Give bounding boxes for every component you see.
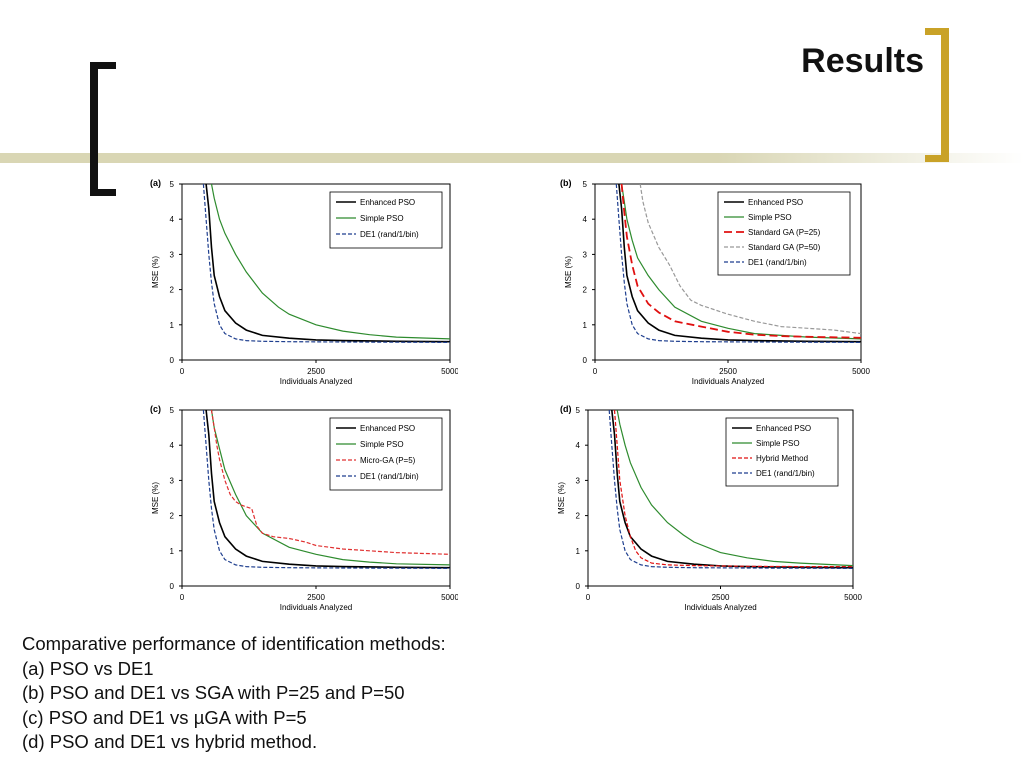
y-tick-label: 3 [576, 476, 581, 485]
series-line [616, 410, 853, 567]
chart-panel-b: (b) 0 1 2 3 4 5 0 2500 5000 Individuals Analyzed MS… [560, 178, 870, 386]
x-axis-label: Individuals Analyzed [692, 377, 765, 386]
y-tick-label: 1 [576, 547, 581, 556]
x-tick-label: 2500 [307, 367, 325, 376]
legend-entry-label: DE1 (rand/1/bin) [360, 230, 419, 239]
chart-panel-a: (a) 0 1 2 3 4 5 0 2500 5000 Individuals Analyzed MS… [150, 178, 458, 386]
panel-label: (a) [150, 178, 161, 188]
chart-panel-d: (d) 0 1 2 3 4 5 0 2500 5000 Individuals Analyzed MS… [557, 404, 862, 612]
caption-line: Comparative performance of identificatio… [22, 633, 446, 654]
x-tick-label: 2500 [719, 367, 737, 376]
y-tick-label: 4 [583, 215, 588, 224]
series-line [210, 184, 450, 340]
legend-entry-label: Micro-GA (P=5) [360, 456, 416, 465]
y-axis-label: MSE (%) [557, 482, 566, 514]
left-bracket-decoration [90, 62, 116, 196]
y-tick-label: 0 [576, 582, 581, 591]
legend-entry-label: Enhanced PSO [756, 424, 811, 433]
right-bracket-decoration [925, 28, 949, 162]
x-tick-label: 0 [180, 367, 185, 376]
y-axis-label: MSE (%) [151, 256, 160, 288]
decorative-band [0, 153, 1024, 163]
legend-entry-label: Enhanced PSO [360, 424, 415, 433]
x-tick-label: 5000 [441, 593, 458, 602]
x-tick-label: 0 [586, 593, 591, 602]
y-tick-label: 1 [170, 547, 175, 556]
y-tick-label: 2 [576, 512, 581, 521]
series-line [205, 184, 450, 343]
legend-entry-label: Simple PSO [360, 214, 404, 223]
series-line [613, 410, 853, 568]
x-tick-label: 0 [593, 367, 598, 376]
y-tick-label: 0 [583, 356, 588, 365]
x-tick-label: 5000 [852, 367, 870, 376]
y-tick-label: 3 [583, 250, 588, 259]
x-axis-label: Individuals Analyzed [280, 377, 353, 386]
y-tick-label: 4 [576, 441, 581, 450]
series-line [639, 184, 861, 335]
caption-line: (b) PSO and DE1 vs SGA with P=25 and P=5… [22, 682, 405, 703]
legend-box [329, 417, 443, 491]
x-tick-label: 5000 [441, 367, 458, 376]
y-tick-label: 0 [170, 582, 175, 591]
y-tick-label: 2 [170, 512, 175, 521]
series-line [620, 184, 861, 339]
series-line [202, 410, 450, 569]
y-tick-label: 4 [170, 441, 175, 450]
y-tick-label: 3 [170, 250, 175, 259]
legend-entry-label: Simple PSO [360, 440, 404, 449]
y-tick-label: 5 [576, 406, 581, 415]
series-line [621, 184, 861, 340]
x-axis-label: Individuals Analyzed [280, 603, 353, 612]
y-tick-label: 5 [170, 180, 175, 189]
y-axis-label: MSE (%) [151, 482, 160, 514]
legend-entry-label: Simple PSO [756, 439, 800, 448]
series-line [618, 184, 861, 343]
x-tick-label: 0 [180, 593, 185, 602]
legend-entry-label: DE1 (rand/1/bin) [756, 469, 815, 478]
legend-box [717, 191, 851, 276]
y-tick-label: 3 [170, 476, 175, 485]
series-line [202, 184, 450, 343]
y-tick-label: 2 [170, 286, 175, 295]
legend-entry-label: Enhanced PSO [360, 198, 415, 207]
series-line [608, 410, 853, 569]
series-line [205, 410, 450, 569]
panel-label: (d) [560, 404, 572, 414]
figure-caption: Comparative performance of identificatio… [22, 632, 446, 755]
y-tick-label: 4 [170, 215, 175, 224]
slide-title: Results [801, 42, 924, 80]
x-tick-label: 2500 [307, 593, 325, 602]
panel-label: (c) [150, 404, 161, 414]
panel-label: (b) [560, 178, 572, 188]
caption-line: (a) PSO vs DE1 [22, 657, 154, 679]
y-tick-label: 1 [170, 321, 175, 330]
series-line [210, 410, 450, 555]
y-tick-label: 5 [583, 180, 588, 189]
caption-line: (c) PSO and DE1 vs µGA with P=5 [22, 706, 307, 728]
x-axis-label: Individuals Analyzed [684, 603, 757, 612]
legend-entry-label: Standard GA (P=50) [748, 243, 821, 252]
x-tick-label: 2500 [712, 593, 730, 602]
legend-entry-label: Hybrid Method [756, 454, 808, 463]
chart-panel-c: (c) 0 1 2 3 4 5 0 2500 5000 Individuals Analyzed MS… [150, 404, 458, 612]
y-axis-label: MSE (%) [564, 256, 573, 288]
legend-entry-label: Enhanced PSO [748, 198, 803, 207]
x-tick-label: 5000 [844, 593, 862, 602]
y-tick-label: 5 [170, 406, 175, 415]
legend-entry-label: Simple PSO [748, 213, 792, 222]
caption-line: (d) PSO and DE1 vs hybrid method. [22, 731, 318, 752]
series-line [615, 184, 861, 343]
legend-box [725, 417, 839, 487]
y-tick-label: 0 [170, 356, 175, 365]
y-tick-label: 2 [583, 286, 588, 295]
legend-entry-label: Standard GA (P=25) [748, 228, 821, 237]
y-tick-label: 1 [583, 321, 588, 330]
legend-entry-label: DE1 (rand/1/bin) [748, 258, 807, 267]
legend-entry-label: DE1 (rand/1/bin) [360, 472, 419, 481]
